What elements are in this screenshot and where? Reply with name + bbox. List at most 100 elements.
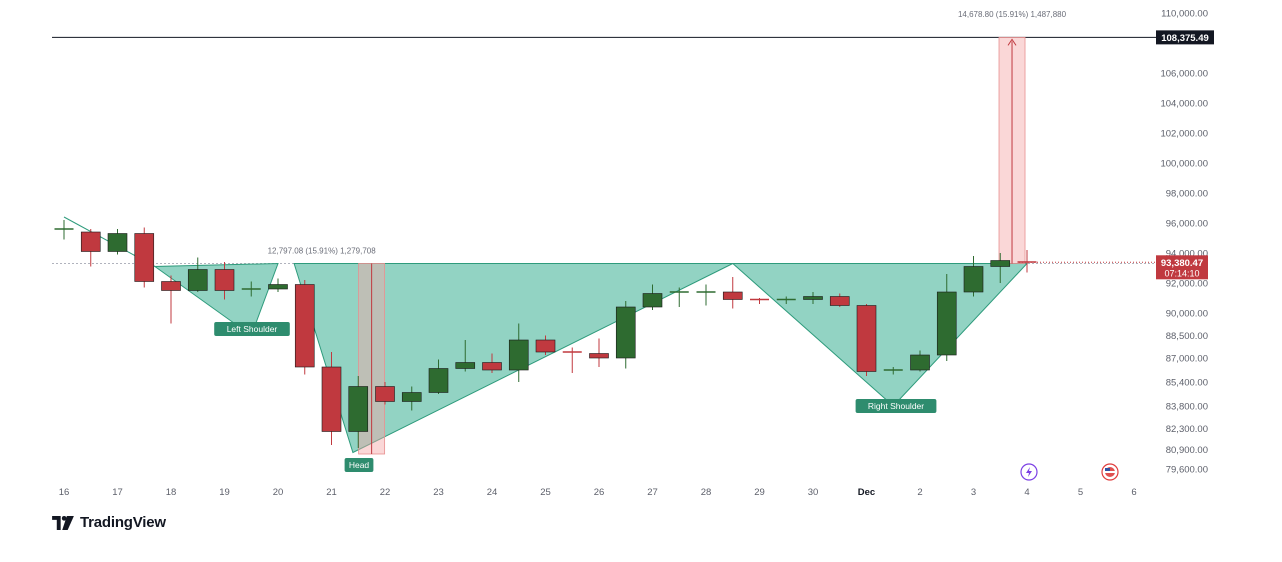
candle-body [187,269,208,291]
head-measure-label: 12,797.08 (15.91%) 1,279,708 [268,247,377,256]
y-tick-label: 85,400.00 [1166,378,1208,389]
y-tick-label: 94,000.00 [1166,249,1208,260]
candle [936,274,957,361]
y-tick-label: 98,000.00 [1166,189,1208,200]
x-tick-label: 5 [1078,487,1083,498]
pattern-labels: Left Shoulder Head Right Shoulder [214,322,937,472]
candle [428,359,449,394]
candle-body [294,284,315,368]
right-shoulder-label-text: Right Shoulder [868,401,924,411]
brand-name: TradingView [80,514,166,531]
x-tick-label: 2 [917,487,922,498]
target-price-badge: 108,375.49 [1156,30,1214,45]
candle-body [615,306,636,359]
candle-body [642,293,663,308]
candle-body [134,233,155,282]
x-tick-label: 17 [112,487,123,498]
x-tick-label: 20 [273,487,284,498]
lightning-icon[interactable] [1020,463,1038,481]
x-tick-label: 4 [1024,487,1029,498]
candle [910,350,930,372]
target-measure-arrowhead [1007,38,1017,46]
y-tick-label: 106,000.00 [1160,69,1208,80]
x-tick-label: 26 [594,487,605,498]
candle [482,353,502,373]
candle [963,256,984,297]
flag-icon[interactable] [1101,463,1119,481]
x-tick-label: 29 [754,487,765,498]
x-tick-label: 18 [166,487,177,498]
candle-body [508,339,529,371]
candle [803,292,823,304]
chart-icons [1020,463,1119,481]
candle-body [856,305,877,372]
candles [54,220,1037,448]
candle [294,280,315,375]
measure-tools: 12,797.08 (15.91%) 1,279,708 14,678.80 (1… [268,10,1067,455]
candle-body [348,386,369,432]
candle-body [482,362,502,371]
candle-body [803,296,823,300]
candle [187,257,208,292]
left-shoulder-label-text: Left Shoulder [227,324,278,334]
candle-body [722,291,743,300]
target-measure-label: 14,678.80 (15.91%) 1,487,880 [958,10,1067,19]
candle-body [428,368,449,393]
candle [696,284,716,306]
candle [107,229,128,255]
current-price-badge-bg [1156,255,1208,280]
y-tick-label: 102,000.00 [1160,129,1208,140]
candle [615,301,636,369]
candle [562,347,582,373]
candle-body [829,296,850,306]
candle [80,229,101,267]
x-tick-label: 3 [971,487,976,498]
grid-layer [52,36,1158,264]
y-tick-label: 90,000.00 [1166,309,1208,320]
x-tick-label: 27 [647,487,658,498]
candle [589,338,609,367]
candle-body [455,362,476,369]
right-shoulder-label-bg [855,399,937,413]
head-label-text: Head [349,460,370,470]
candle [829,293,850,307]
target-price-badge-text: 108,375.49 [1161,33,1209,44]
countdown-text: 07:14:10 [1164,268,1199,278]
candle [722,277,743,309]
y-tick-label: 104,000.00 [1160,99,1208,110]
candle [321,352,342,445]
candle-body [214,269,235,291]
x-tick-label: 16 [59,487,70,498]
candle-body [963,266,984,293]
candle [214,262,235,300]
x-tick-label: 25 [540,487,551,498]
candle [508,323,529,382]
x-tick-label: 19 [219,487,230,498]
candle [776,296,796,304]
candle [134,227,155,288]
x-tick-label: 23 [433,487,444,498]
candle-body [535,339,556,353]
x-tick-label: Dec [858,487,875,498]
left-shoulder-label: Left Shoulder [214,322,290,336]
time-axis[interactable]: 16 17 18 19 20 21 22 23 24 25 26 27 28 29 30 Dec 2 3 4 5 6 [59,487,1137,498]
target-price-badge-bg [1156,30,1214,45]
candle-body [401,392,422,402]
candle [268,278,288,292]
y-tick-label: 92,000.00 [1166,279,1208,290]
head-and-shoulders-pattern [63,216,1029,454]
candle [54,220,74,240]
y-tick-label: 87,000.00 [1166,354,1208,365]
candle [348,376,369,448]
tradingview-logo[interactable]: TradingView [52,514,166,531]
tradingview-logo-icon [52,515,74,530]
price-axis[interactable]: 110,000.00 106,000.00 104,000.00 102,000.00… [1160,9,1208,476]
candle [990,253,1011,283]
candle-body [936,291,957,356]
candle-body [990,260,1011,267]
right-shoulder-label: Right Shoulder [855,399,937,413]
x-tick-label: 24 [487,487,498,498]
